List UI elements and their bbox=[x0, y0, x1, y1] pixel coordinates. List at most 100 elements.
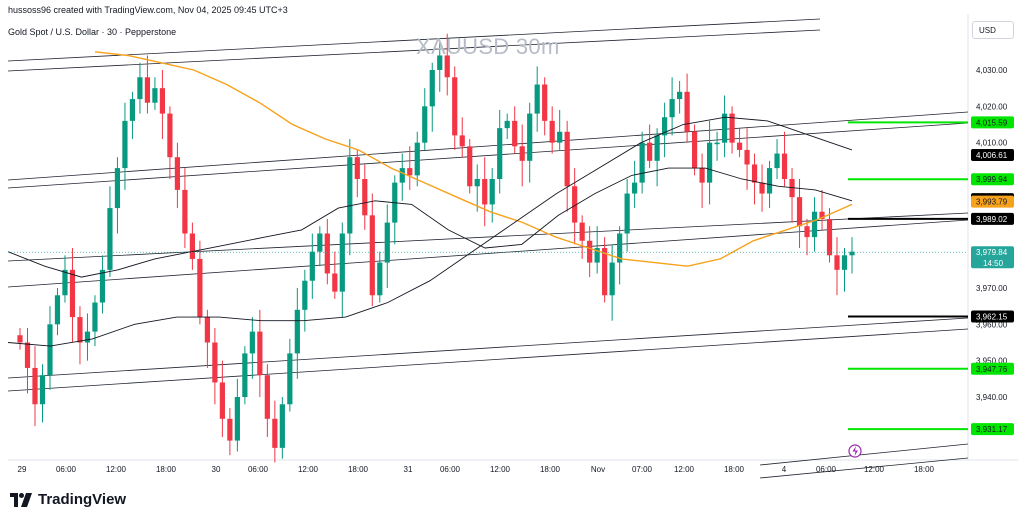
candle-body[interactable] bbox=[219, 382, 225, 419]
candle-body[interactable] bbox=[77, 317, 83, 343]
candle-body[interactable] bbox=[287, 353, 293, 405]
symbol-description[interactable]: Gold Spot / U.S. Dollar · 30 · Peppersto… bbox=[8, 27, 177, 37]
candle-body[interactable] bbox=[579, 222, 585, 241]
candle-body[interactable] bbox=[564, 131, 570, 187]
candle-body[interactable] bbox=[467, 146, 473, 187]
candle-body[interactable] bbox=[744, 149, 750, 165]
candle-body[interactable] bbox=[332, 273, 338, 292]
candle-body[interactable] bbox=[189, 233, 195, 259]
candle-body[interactable] bbox=[32, 367, 38, 405]
candle-body[interactable] bbox=[354, 157, 360, 179]
channel-line[interactable] bbox=[7, 212, 969, 262]
candle-body[interactable] bbox=[92, 302, 98, 332]
candle-body[interactable] bbox=[159, 88, 166, 114]
candle-body[interactable] bbox=[204, 317, 210, 343]
candle-body[interactable] bbox=[796, 197, 803, 227]
candle-body[interactable] bbox=[849, 251, 855, 256]
candle-body[interactable] bbox=[504, 120, 510, 129]
candle-body[interactable] bbox=[497, 128, 503, 179]
candle-body[interactable] bbox=[197, 258, 203, 318]
candle-body[interactable] bbox=[167, 113, 173, 158]
candle-body[interactable] bbox=[107, 208, 113, 270]
tradingview-logo[interactable]: TradingView bbox=[10, 491, 126, 508]
candle-body[interactable] bbox=[826, 218, 833, 256]
candle-body[interactable] bbox=[257, 331, 263, 376]
price-label-box[interactable] bbox=[971, 173, 1014, 186]
candle-body[interactable] bbox=[834, 255, 840, 270]
candle-body[interactable] bbox=[811, 211, 818, 238]
channel-line[interactable] bbox=[7, 29, 821, 72]
candle-body[interactable] bbox=[482, 179, 488, 205]
candle-body[interactable] bbox=[474, 179, 480, 187]
price-label-box[interactable] bbox=[971, 148, 1014, 161]
candle-body[interactable] bbox=[512, 120, 518, 147]
candle-body[interactable] bbox=[677, 91, 683, 100]
price-label-box[interactable] bbox=[971, 195, 1014, 208]
candle-body[interactable] bbox=[789, 179, 795, 198]
candle-body[interactable] bbox=[39, 375, 46, 405]
candle-body[interactable] bbox=[279, 404, 285, 448]
candle-body[interactable] bbox=[459, 135, 465, 147]
candle-body[interactable] bbox=[669, 99, 675, 118]
price-label-box[interactable] bbox=[971, 246, 1014, 269]
candle-body[interactable] bbox=[137, 77, 143, 100]
candle-body[interactable] bbox=[841, 255, 848, 270]
candle-body[interactable] bbox=[632, 182, 638, 194]
moving-average-black-2[interactable] bbox=[7, 167, 853, 278]
candle-body[interactable] bbox=[234, 397, 240, 441]
candle-body[interactable] bbox=[114, 168, 121, 209]
candle-body[interactable] bbox=[781, 153, 788, 179]
candle-body[interactable] bbox=[691, 131, 698, 169]
candle-body[interactable] bbox=[24, 342, 31, 368]
channel-line[interactable] bbox=[7, 122, 969, 189]
channel-line[interactable] bbox=[7, 317, 969, 379]
candle-body[interactable] bbox=[489, 179, 495, 205]
candle-body[interactable] bbox=[399, 168, 405, 183]
candle-body[interactable] bbox=[377, 262, 383, 296]
candle-body[interactable] bbox=[129, 99, 136, 121]
candle-body[interactable] bbox=[736, 142, 743, 150]
candle-body[interactable] bbox=[212, 342, 218, 383]
candle-body[interactable] bbox=[721, 113, 728, 143]
candle-body[interactable] bbox=[62, 269, 68, 296]
candle-body[interactable] bbox=[242, 353, 248, 397]
candle-body[interactable] bbox=[684, 91, 690, 132]
channel-line[interactable] bbox=[7, 18, 821, 62]
candle-body[interactable] bbox=[429, 70, 435, 107]
candle-body[interactable] bbox=[324, 233, 330, 274]
candle-body[interactable] bbox=[84, 331, 91, 343]
candle-body[interactable] bbox=[144, 77, 151, 103]
candle-body[interactable] bbox=[369, 215, 375, 296]
candle-body[interactable] bbox=[69, 269, 76, 318]
candle-body[interactable] bbox=[751, 164, 758, 183]
candle-body[interactable] bbox=[99, 269, 106, 303]
candle-body[interactable] bbox=[617, 233, 623, 263]
channel-line[interactable] bbox=[759, 443, 969, 466]
candle-body[interactable] bbox=[249, 331, 255, 354]
candle-body[interactable] bbox=[407, 168, 413, 176]
candle-body[interactable] bbox=[557, 131, 563, 143]
channel-line[interactable] bbox=[759, 457, 969, 479]
candle-body[interactable] bbox=[534, 84, 540, 114]
candle-body[interactable] bbox=[662, 117, 668, 136]
candle-body[interactable] bbox=[804, 226, 810, 238]
candle-body[interactable] bbox=[759, 182, 765, 194]
candle-body[interactable] bbox=[647, 142, 653, 161]
candle-body[interactable] bbox=[422, 106, 428, 143]
candle-body[interactable] bbox=[766, 168, 773, 194]
candle-body[interactable] bbox=[302, 280, 308, 310]
price-label-box[interactable] bbox=[971, 212, 1014, 225]
candle-body[interactable] bbox=[609, 262, 615, 296]
candle-body[interactable] bbox=[47, 324, 53, 376]
candle-body[interactable] bbox=[317, 233, 323, 252]
price-label-box[interactable] bbox=[971, 116, 1014, 129]
candle-body[interactable] bbox=[294, 309, 300, 354]
candle-body[interactable] bbox=[654, 135, 660, 161]
candle-body[interactable] bbox=[347, 157, 353, 234]
candle-body[interactable] bbox=[729, 113, 735, 143]
channel-line[interactable] bbox=[7, 111, 969, 181]
candle-body[interactable] bbox=[309, 251, 315, 281]
candle-body[interactable] bbox=[774, 153, 780, 169]
candle-body[interactable] bbox=[624, 193, 630, 234]
channel-line[interactable] bbox=[7, 328, 969, 392]
